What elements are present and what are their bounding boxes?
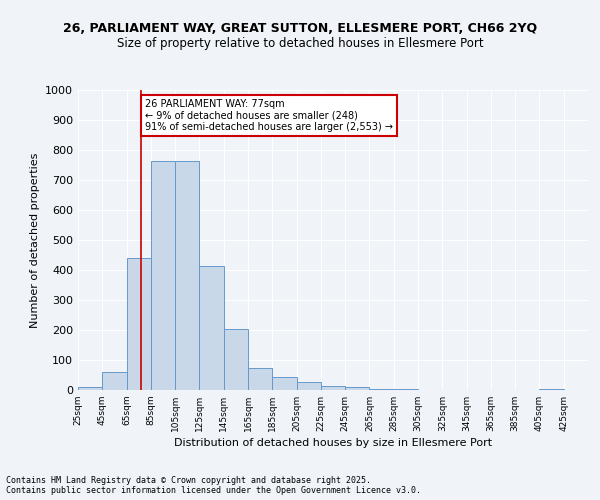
Bar xyxy=(539,388,564,390)
Bar xyxy=(296,382,321,390)
Bar xyxy=(224,328,248,390)
Y-axis label: Number of detached properties: Number of detached properties xyxy=(29,152,40,328)
X-axis label: Distribution of detached houses by size in Ellesmere Port: Distribution of detached houses by size … xyxy=(174,438,492,448)
Bar xyxy=(127,258,151,390)
Text: Contains HM Land Registry data © Crown copyright and database right 2025.
Contai: Contains HM Land Registry data © Crown c… xyxy=(6,476,421,495)
Bar xyxy=(199,266,224,390)
Bar xyxy=(175,160,199,390)
Text: 26, PARLIAMENT WAY, GREAT SUTTON, ELLESMERE PORT, CH66 2YQ: 26, PARLIAMENT WAY, GREAT SUTTON, ELLESM… xyxy=(63,22,537,36)
Bar xyxy=(321,386,345,390)
Bar xyxy=(272,376,296,390)
Bar xyxy=(345,387,370,390)
Text: Size of property relative to detached houses in Ellesmere Port: Size of property relative to detached ho… xyxy=(116,38,484,51)
Bar xyxy=(151,160,175,390)
Bar xyxy=(370,388,394,390)
Text: 26 PARLIAMENT WAY: 77sqm
← 9% of detached houses are smaller (248)
91% of semi-d: 26 PARLIAMENT WAY: 77sqm ← 9% of detache… xyxy=(145,99,393,132)
Bar xyxy=(78,387,102,390)
Bar xyxy=(248,368,272,390)
Bar xyxy=(102,372,127,390)
